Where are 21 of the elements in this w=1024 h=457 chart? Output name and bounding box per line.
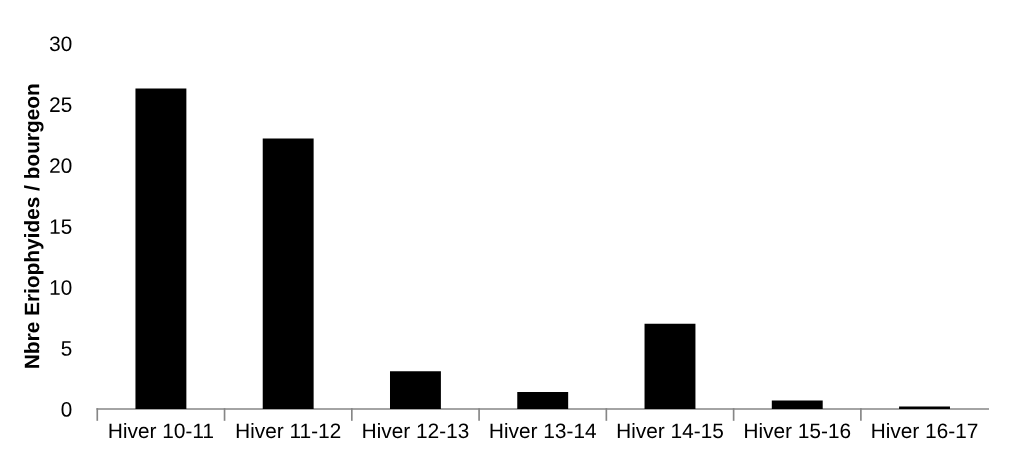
x-tick-label: Hiver 16-17 — [872, 422, 978, 439]
x-tick-label: Hiver 11-12 — [236, 422, 341, 439]
bar — [262, 138, 314, 410]
y-tick-label: 15 — [50, 219, 72, 234]
y-tick-label: 0 — [61, 402, 72, 417]
x-tick-label: Hiver 14-15 — [617, 422, 723, 439]
bar — [390, 371, 441, 410]
y-tick-label: 30 — [49, 36, 72, 52]
y-tick-label: 20 — [50, 158, 72, 174]
bar — [135, 88, 187, 410]
bar — [644, 323, 696, 410]
y-axis-title: Nbre Eriophyides / bourgeon — [24, 84, 44, 368]
bar — [771, 400, 823, 410]
x-tick-label: Hiver 13-14 — [490, 422, 596, 439]
x-tick-label: Hiver 12-13 — [363, 422, 469, 439]
y-tick-label: 25 — [50, 97, 72, 113]
y-tick-label: 10 — [50, 280, 72, 295]
y-tick-label: 5 — [61, 341, 72, 356]
x-tick-label: Hiver 10-11 — [109, 422, 213, 439]
x-tick-label: Hiver 15-16 — [745, 422, 851, 439]
bar — [517, 391, 569, 410]
